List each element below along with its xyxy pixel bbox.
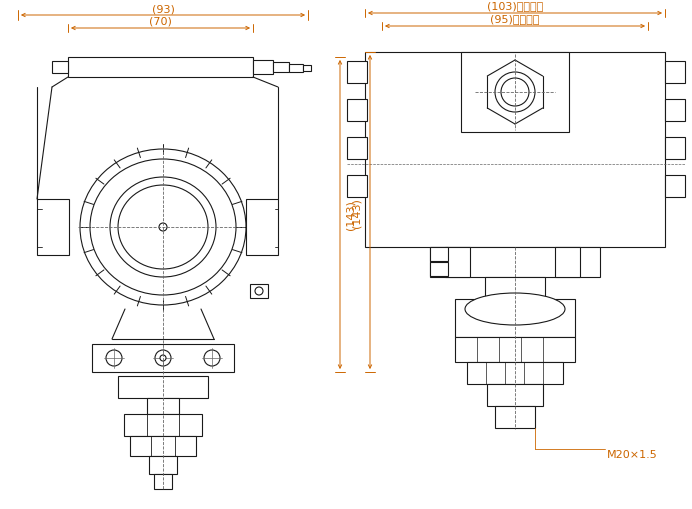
Circle shape: [159, 223, 167, 232]
Bar: [250, 285, 268, 298]
Ellipse shape: [80, 150, 246, 305]
Ellipse shape: [118, 186, 208, 269]
Bar: [445, 247, 470, 277]
Bar: [455, 299, 575, 337]
Bar: [365, 53, 665, 247]
Circle shape: [160, 355, 166, 361]
Ellipse shape: [110, 178, 216, 277]
Bar: [430, 263, 448, 276]
Bar: [273, 63, 289, 73]
Bar: [118, 376, 208, 398]
Bar: [430, 247, 600, 277]
Bar: [665, 62, 685, 84]
Bar: [495, 406, 535, 428]
Circle shape: [495, 73, 535, 113]
Bar: [253, 61, 273, 75]
Bar: [347, 176, 367, 197]
Bar: [52, 62, 68, 74]
Circle shape: [255, 288, 263, 295]
Bar: [487, 384, 543, 406]
Circle shape: [501, 79, 529, 107]
Bar: [68, 58, 253, 78]
Bar: [461, 53, 569, 133]
Text: (143): (143): [345, 200, 355, 230]
Bar: [289, 65, 303, 73]
Bar: [303, 66, 311, 72]
Bar: [154, 474, 172, 489]
Bar: [347, 100, 367, 122]
Text: (93): (93): [152, 4, 174, 14]
Text: M20×1.5: M20×1.5: [607, 449, 658, 459]
Circle shape: [204, 350, 220, 366]
Circle shape: [106, 350, 122, 366]
Ellipse shape: [90, 160, 236, 295]
Bar: [130, 436, 196, 456]
Bar: [485, 277, 545, 297]
Bar: [347, 62, 367, 84]
Bar: [665, 138, 685, 160]
Bar: [467, 362, 563, 384]
Text: (143): (143): [351, 197, 361, 228]
Bar: [37, 200, 69, 256]
Bar: [92, 344, 234, 372]
Bar: [149, 456, 177, 474]
Bar: [455, 337, 575, 362]
Bar: [665, 176, 685, 197]
Bar: [430, 247, 448, 262]
Text: (103)镜盖尺寸: (103)镜盖尺寸: [487, 1, 543, 11]
Text: (70): (70): [149, 17, 172, 27]
Text: (95)盲盖尺寸: (95)盲盖尺寸: [491, 14, 540, 24]
Bar: [124, 414, 202, 436]
Bar: [246, 200, 278, 256]
Bar: [347, 138, 367, 160]
Bar: [665, 100, 685, 122]
Bar: [555, 247, 580, 277]
Circle shape: [155, 350, 171, 366]
Bar: [147, 398, 179, 414]
Ellipse shape: [465, 293, 565, 325]
